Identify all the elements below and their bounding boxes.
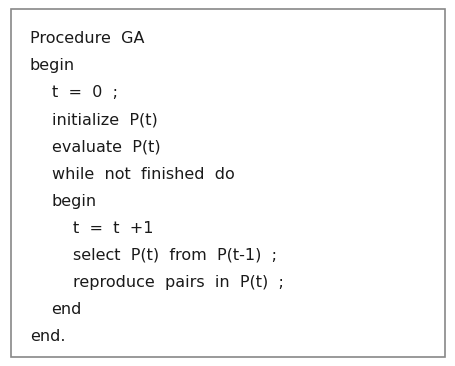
Text: end.: end.	[30, 329, 65, 344]
Text: t  =  t  +1: t = t +1	[73, 221, 154, 236]
Text: begin: begin	[30, 58, 75, 73]
Text: reproduce  pairs  in  P(t)  ;: reproduce pairs in P(t) ;	[73, 275, 283, 290]
Text: Procedure  GA: Procedure GA	[30, 31, 144, 46]
Text: initialize  P(t): initialize P(t)	[51, 112, 157, 127]
Text: evaluate  P(t): evaluate P(t)	[51, 139, 160, 154]
Text: begin: begin	[51, 194, 96, 209]
Text: end: end	[51, 302, 82, 317]
Text: select  P(t)  from  P(t-1)  ;: select P(t) from P(t-1) ;	[73, 248, 277, 263]
Text: while  not  finished  do: while not finished do	[51, 167, 234, 182]
Text: t  =  0  ;: t = 0 ;	[51, 85, 117, 100]
